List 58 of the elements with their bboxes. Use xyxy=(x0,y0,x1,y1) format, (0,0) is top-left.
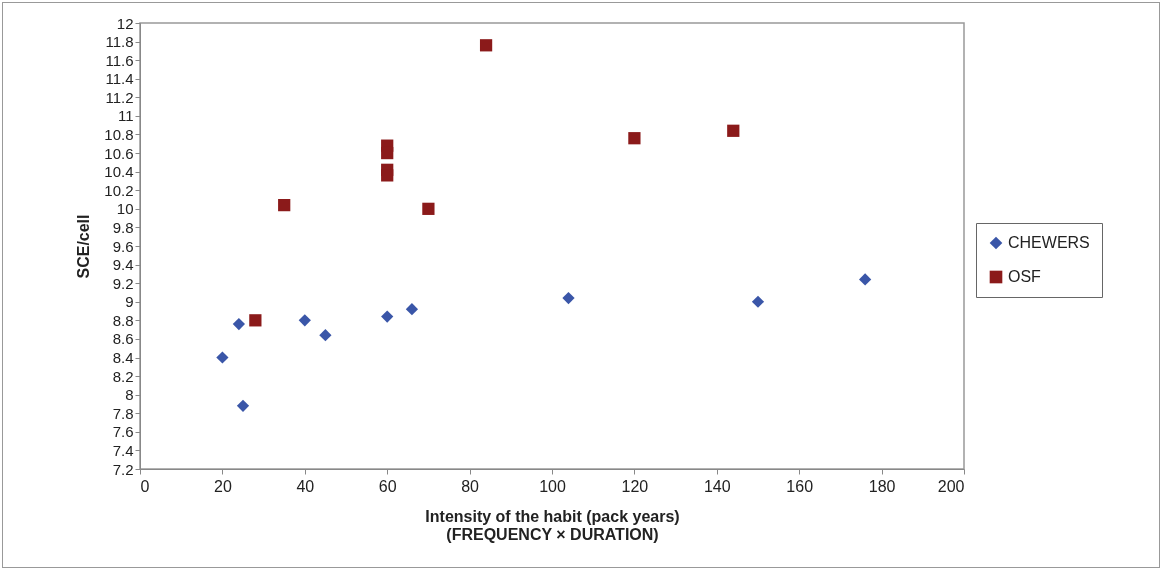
point xyxy=(278,198,291,212)
x-tick-label: 40 xyxy=(296,477,315,495)
y-tick-label: 10.4 xyxy=(104,163,134,181)
point xyxy=(236,399,250,412)
y-tick-label: 11 xyxy=(117,107,134,125)
point xyxy=(381,310,394,323)
point xyxy=(381,146,394,160)
point xyxy=(422,202,435,215)
y-tick-label: 7.2 xyxy=(112,460,134,478)
point xyxy=(405,303,419,316)
point xyxy=(216,351,229,364)
x-tick-label: 140 xyxy=(703,477,731,495)
point xyxy=(319,329,332,342)
y-tick-label: 11.8 xyxy=(105,33,134,51)
y-tick-label: 7.8 xyxy=(112,404,134,422)
y-tick-label: 12 xyxy=(116,14,134,32)
y-tick-label: 11.6 xyxy=(105,51,134,69)
y-tick-label: 10.6 xyxy=(104,144,134,162)
y-tick-label: 8.8 xyxy=(112,311,134,329)
x-tick-label: 80 xyxy=(461,477,480,495)
y-tick-label: 8.6 xyxy=(112,330,134,348)
x-tick-label: 20 xyxy=(214,477,232,495)
point xyxy=(381,169,394,182)
point xyxy=(249,314,262,327)
point xyxy=(751,295,765,308)
legend-label: CHEWERS xyxy=(1008,234,1090,251)
y-tick-label: 9.6 xyxy=(112,237,134,255)
x-tick-label: 120 xyxy=(621,477,649,495)
y-tick-label: 7.4 xyxy=(112,441,134,459)
x-tick-label: 100 xyxy=(539,477,566,495)
y-tick-label: 7.6 xyxy=(112,423,134,441)
y-tick-label: 11.2 xyxy=(105,88,134,106)
y-tick-label: 10.8 xyxy=(104,126,134,143)
point xyxy=(562,291,575,305)
point xyxy=(232,317,245,331)
y-axis-title: SCE/cell xyxy=(75,214,93,279)
y-tick-label: 9 xyxy=(125,293,134,311)
y-tick-label: 11.4 xyxy=(105,70,134,88)
point xyxy=(859,273,872,286)
y-tick-label: 8.2 xyxy=(112,367,134,385)
x-tick-label: 60 xyxy=(378,477,397,495)
y-tick-label: 9.8 xyxy=(112,218,134,236)
x-axis-title: Intensity of the habit (pack years) (FREQUENCY × DURATION) xyxy=(425,507,680,543)
y-tick-label: 10.2 xyxy=(104,181,134,199)
point xyxy=(727,124,740,137)
legend-label: OSF xyxy=(1008,268,1042,285)
point xyxy=(298,314,311,327)
x-tick-label: 200 xyxy=(937,477,965,495)
x-tick-label: 180 xyxy=(868,477,896,495)
y-tick-label: 9.2 xyxy=(112,274,134,292)
y-tick-label: 9.4 xyxy=(112,256,134,274)
point xyxy=(628,132,641,145)
point xyxy=(479,39,493,52)
y-tick-label: 8.4 xyxy=(112,349,134,366)
y-tick-label: 10 xyxy=(116,200,134,218)
y-tick-label: 8 xyxy=(125,386,134,404)
x-tick-label: 0 xyxy=(140,477,150,495)
x-tick-label: 160 xyxy=(786,477,814,495)
